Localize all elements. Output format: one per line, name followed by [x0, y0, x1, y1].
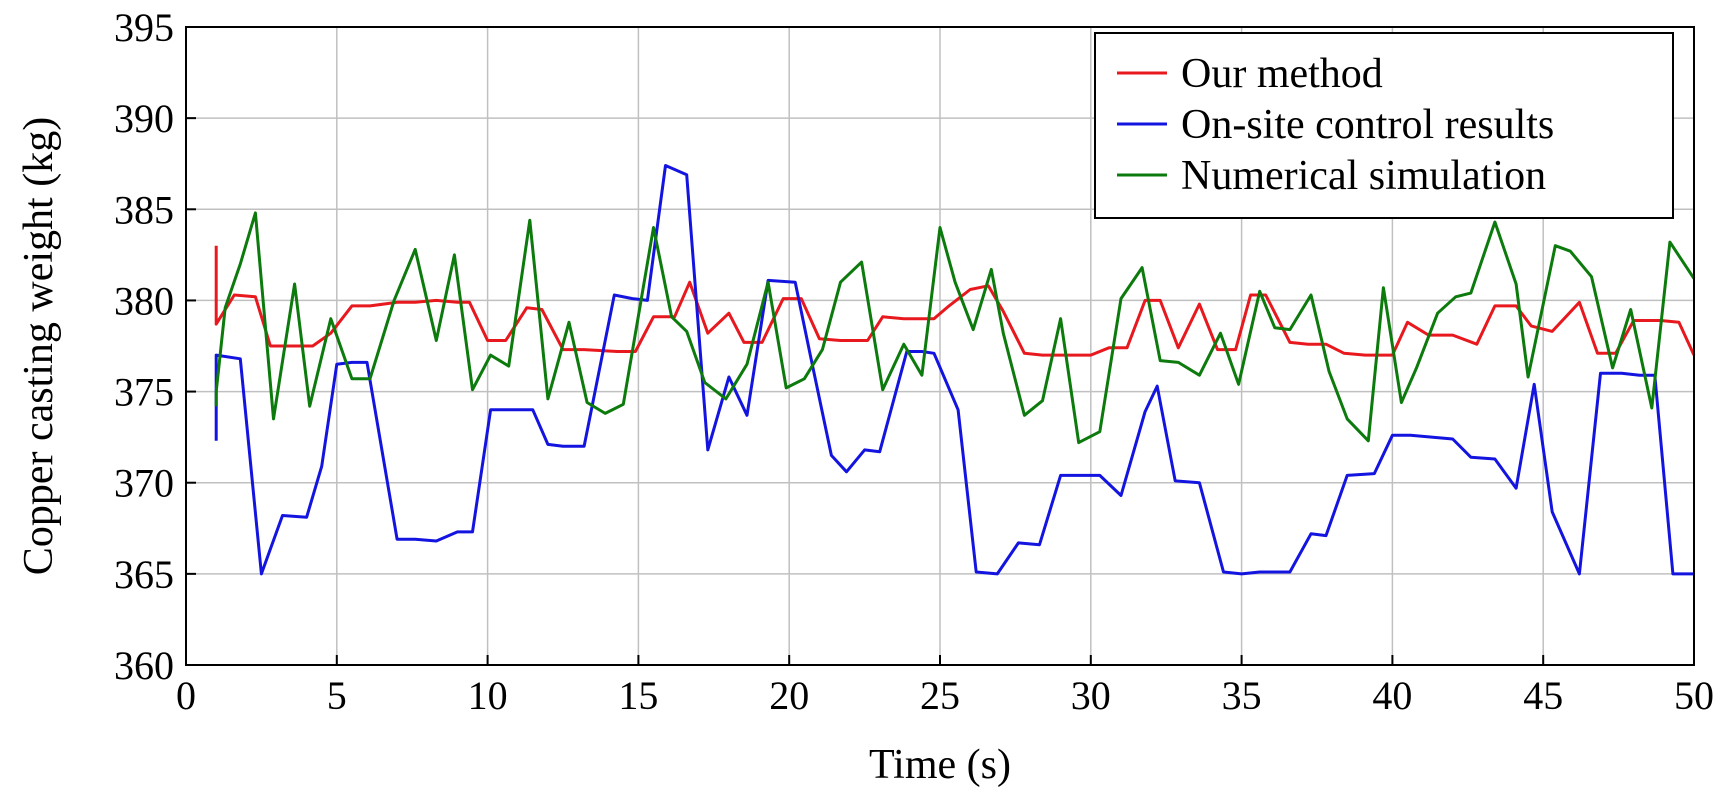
legend-label: On-site control results — [1181, 102, 1554, 148]
y-tick-label: 365 — [114, 552, 174, 597]
axis-tick-labels: 0 5 10 15 20 25 30 35 40 45 50 360 365 370 375 380 385 39… — [114, 5, 1714, 718]
series-lines — [214, 164, 1696, 576]
y-tick-label: 390 — [114, 96, 174, 141]
y-axis-title: Copper casting weight (kg) — [16, 117, 62, 575]
x-tick-label: 25 — [920, 673, 960, 718]
series-line-1 — [214, 245, 1696, 357]
x-tick-label: 15 — [618, 673, 658, 718]
x-tick-label: 40 — [1372, 673, 1412, 718]
series-line-3 — [214, 211, 1696, 445]
legend-label: Our method — [1181, 51, 1383, 97]
x-tick-label: 0 — [176, 673, 196, 718]
y-tick-label: 380 — [114, 278, 174, 323]
x-tick-label: 30 — [1071, 673, 1111, 718]
x-tick-label: 5 — [327, 673, 347, 718]
y-tick-label: 360 — [114, 643, 174, 688]
x-tick-label: 35 — [1222, 673, 1262, 718]
axis-ticks — [185, 26, 1695, 666]
x-axis-title: Time (s) — [869, 742, 1011, 788]
legend-label: Numerical simulation — [1181, 153, 1546, 199]
y-tick-label: 375 — [114, 370, 174, 415]
x-tick-label: 50 — [1674, 673, 1714, 718]
y-tick-label: 385 — [114, 187, 174, 232]
y-tick-label: 395 — [114, 5, 174, 50]
x-tick-label: 45 — [1523, 673, 1563, 718]
series-line-2 — [214, 164, 1694, 576]
legend-box — [1094, 32, 1674, 219]
y-tick-label: 370 — [114, 461, 174, 506]
x-tick-label: 20 — [769, 673, 809, 718]
x-tick-label: 10 — [468, 673, 508, 718]
legend: Our method On-site control results Numeric… — [1094, 32, 1674, 219]
